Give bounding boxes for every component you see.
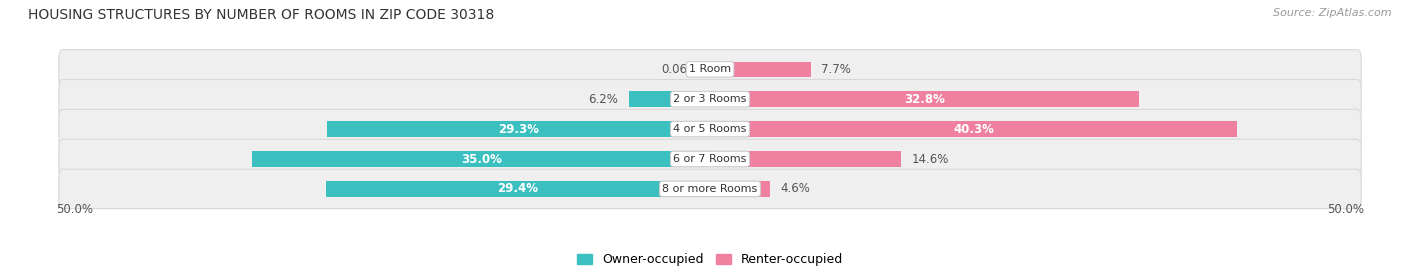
- Text: 40.3%: 40.3%: [953, 123, 994, 136]
- Text: 32.8%: 32.8%: [904, 93, 945, 106]
- Bar: [328, 121, 710, 137]
- FancyBboxPatch shape: [59, 139, 1361, 179]
- FancyBboxPatch shape: [59, 49, 1361, 89]
- Text: 8 or more Rooms: 8 or more Rooms: [662, 184, 758, 194]
- Bar: [710, 91, 1139, 107]
- Bar: [710, 62, 811, 77]
- Text: 6.2%: 6.2%: [589, 93, 619, 106]
- Bar: [710, 121, 1237, 137]
- Text: Source: ZipAtlas.com: Source: ZipAtlas.com: [1274, 8, 1392, 18]
- Text: 35.0%: 35.0%: [461, 153, 502, 165]
- Text: 50.0%: 50.0%: [56, 203, 93, 216]
- FancyBboxPatch shape: [59, 80, 1361, 119]
- Text: 29.4%: 29.4%: [498, 182, 538, 195]
- Text: 14.6%: 14.6%: [911, 153, 949, 165]
- Text: 1 Room: 1 Room: [689, 64, 731, 74]
- Legend: Owner-occupied, Renter-occupied: Owner-occupied, Renter-occupied: [572, 248, 848, 269]
- Text: 7.7%: 7.7%: [821, 63, 851, 76]
- Text: HOUSING STRUCTURES BY NUMBER OF ROOMS IN ZIP CODE 30318: HOUSING STRUCTURES BY NUMBER OF ROOMS IN…: [28, 8, 495, 22]
- Bar: [710, 151, 901, 167]
- Text: 2 or 3 Rooms: 2 or 3 Rooms: [673, 94, 747, 104]
- Text: 50.0%: 50.0%: [1327, 203, 1364, 216]
- Text: 6 or 7 Rooms: 6 or 7 Rooms: [673, 154, 747, 164]
- FancyBboxPatch shape: [59, 169, 1361, 209]
- Bar: [326, 181, 710, 197]
- Bar: [628, 91, 710, 107]
- Text: 29.3%: 29.3%: [498, 123, 538, 136]
- Text: 0.06%: 0.06%: [662, 63, 699, 76]
- Text: 4 or 5 Rooms: 4 or 5 Rooms: [673, 124, 747, 134]
- FancyBboxPatch shape: [59, 109, 1361, 149]
- Text: 4.6%: 4.6%: [780, 182, 810, 195]
- Bar: [710, 181, 770, 197]
- Bar: [253, 151, 710, 167]
